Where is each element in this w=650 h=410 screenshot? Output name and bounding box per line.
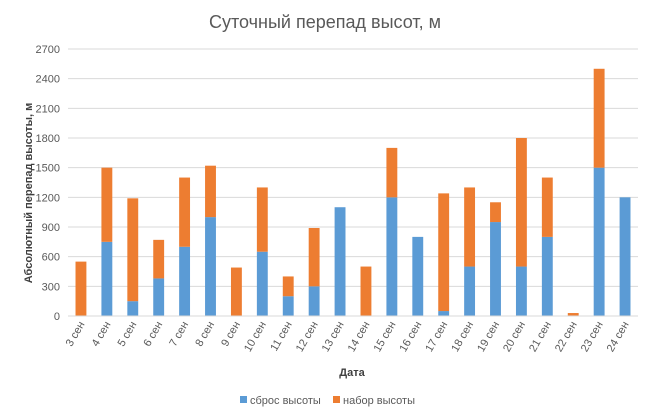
bar-descent <box>282 296 294 316</box>
bar-descent <box>179 246 191 316</box>
x-tick-label: 19 сен <box>475 320 502 355</box>
bar-ascent <box>593 68 605 168</box>
bar-descent <box>593 167 605 316</box>
bar-descent <box>386 197 398 316</box>
bar-descent <box>205 217 216 316</box>
x-tick-label: 3 сен <box>64 320 88 349</box>
bar-ascent <box>386 147 398 198</box>
legend-label: набор высоты <box>343 395 415 407</box>
bar-descent <box>619 197 631 316</box>
bar-descent <box>515 266 527 316</box>
legend-swatch <box>240 396 247 403</box>
bar-descent <box>541 236 553 316</box>
bar-ascent <box>515 138 527 267</box>
x-tick-label: 15 сен <box>372 320 399 355</box>
y-tick-labels: 0 300 600 900 1200 1500 1800 2100 2400 2700 <box>36 44 60 323</box>
x-tick-label: 17 сен <box>423 320 450 355</box>
x-tick-label: 6 сен <box>141 320 165 349</box>
bar-descent <box>308 286 320 316</box>
x-tick-label: 5 сен <box>116 320 140 349</box>
y-tick-label: 300 <box>42 281 60 293</box>
bar-ascent <box>256 187 268 252</box>
bar-ascent <box>308 227 320 287</box>
bar-descent <box>464 266 476 316</box>
bar-descent <box>412 236 424 316</box>
bar-ascent <box>179 177 191 247</box>
bar-descent <box>256 251 268 316</box>
x-tick-label: 14 сен <box>346 320 373 355</box>
x-tick-label: 22 сен <box>553 320 580 355</box>
bar-ascent <box>541 177 553 237</box>
y-tick-label: 2100 <box>36 103 60 115</box>
bar-ascent <box>282 276 294 297</box>
x-tick-label: 7 сен <box>167 320 191 349</box>
legend: сброс высоты набор высоты <box>240 395 415 407</box>
bar-ascent <box>464 187 476 267</box>
x-tick-label: 12 сен <box>294 320 321 355</box>
bar-ascent <box>438 193 450 312</box>
chart-title: Суточный перепад высот, м <box>209 12 441 32</box>
bar-descent <box>334 207 346 316</box>
y-tick-label: 1200 <box>36 192 60 204</box>
bar-descent <box>127 301 139 316</box>
x-tick-label: 8 сен <box>193 320 217 349</box>
x-tick-label: 23 сен <box>579 320 606 355</box>
legend-label: сброс высоты <box>250 395 321 407</box>
x-tick-label: 9 сен <box>219 320 243 349</box>
bar-ascent <box>127 198 139 302</box>
bar-ascent <box>101 167 113 242</box>
bar-ascent <box>360 266 372 316</box>
bar-ascent <box>205 165 216 218</box>
x-tick-label: 16 сен <box>397 320 424 355</box>
bar-ascent <box>567 313 579 316</box>
y-tick-label: 2400 <box>36 74 60 86</box>
x-tick-label: 20 сен <box>501 320 528 355</box>
y-axis-title: Абсолютный перепад высоты, м <box>23 103 35 284</box>
y-tick-label: 900 <box>42 222 60 234</box>
bar-descent <box>438 311 450 316</box>
x-axis-title: Дата <box>339 367 365 379</box>
bars <box>75 68 631 316</box>
x-tick-label: 4 сен <box>90 320 114 349</box>
y-tick-label: 600 <box>42 252 60 264</box>
bar-ascent <box>75 261 87 316</box>
bar-ascent <box>490 202 501 223</box>
x-tick-label: 13 сен <box>320 320 347 355</box>
y-tick-label: 1500 <box>36 163 60 175</box>
bar-descent <box>153 278 165 316</box>
legend-swatch <box>333 396 340 403</box>
y-tick-label: 2700 <box>36 44 60 56</box>
bar-descent <box>101 241 113 316</box>
y-tick-label: 1800 <box>36 133 60 145</box>
x-tick-labels: 3 сен 4 сен 5 сен 6 сен 7 сен 8 сен 9 сен 10 се… <box>64 320 632 355</box>
bar-ascent <box>230 267 242 316</box>
y-tick-label: 0 <box>54 311 60 323</box>
bar-ascent <box>153 239 165 279</box>
bar-descent <box>490 222 501 316</box>
x-tick-label: 18 сен <box>449 320 476 355</box>
x-tick-label: 11 сен <box>268 320 294 354</box>
x-tick-label: 24 сен <box>605 320 632 355</box>
x-tick-label: 10 сен <box>242 320 269 355</box>
x-tick-label: 21 сен <box>527 320 554 355</box>
